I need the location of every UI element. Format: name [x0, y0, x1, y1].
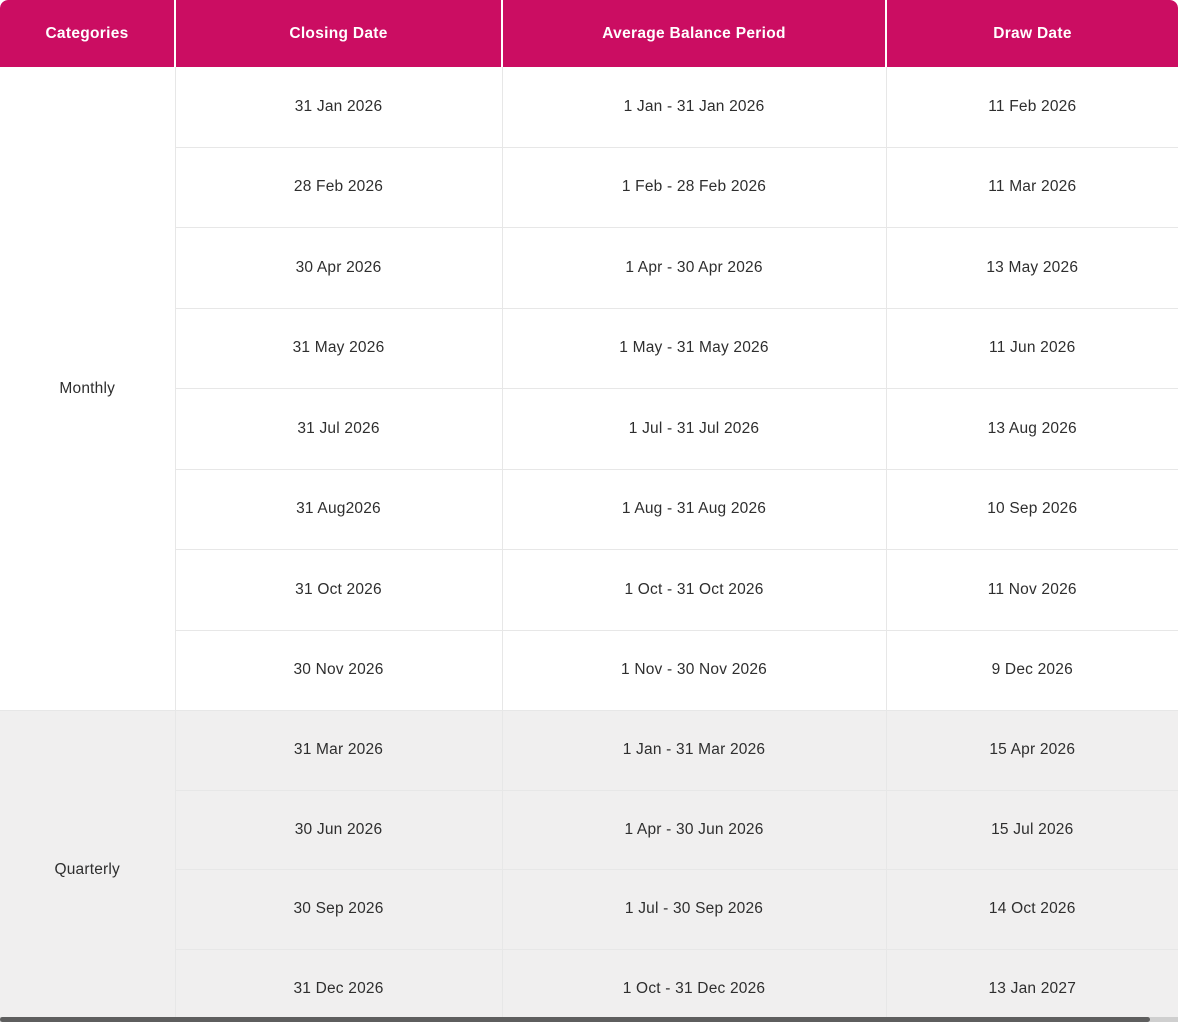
- closing-date-cell: 31 Dec 2026: [174, 948, 502, 1022]
- average-balance-period-cell: 1 Feb - 28 Feb 2026: [501, 146, 886, 228]
- header-closing-date: Closing Date: [175, 0, 503, 67]
- draw-date-cell: 13 May 2026: [885, 227, 1178, 308]
- table-row: 31 Jul 2026 1 Jul - 31 Jul 2026 13 Aug 202…: [0, 388, 1178, 469]
- closing-date-cell: 31 May 2026: [174, 307, 502, 389]
- closing-date-cell: 28 Feb 2026: [174, 146, 502, 228]
- table-row: 30 Nov 2026 1 Nov - 30 Nov 2026 9 Dec 2026: [0, 629, 1178, 711]
- draw-date-cell: 11 Feb 2026: [885, 67, 1178, 147]
- draw-date-cell: 13 Jan 2027: [885, 948, 1178, 1022]
- table-row: 31 May 2026 1 May - 31 May 2026 11 Jun 202…: [0, 307, 1178, 389]
- closing-date-cell: 31 Aug2026: [174, 468, 502, 550]
- draw-date-cell: 14 Oct 2026: [885, 869, 1178, 949]
- average-balance-period-cell: 1 Jul - 31 Jul 2026: [501, 388, 886, 469]
- average-balance-period-cell: 1 Apr - 30 Apr 2026: [501, 227, 886, 308]
- horizontal-scrollbar[interactable]: [0, 1017, 1178, 1022]
- closing-date-cell: 30 Jun 2026: [174, 789, 502, 870]
- closing-date-cell: 31 Jan 2026: [174, 67, 502, 147]
- average-balance-period-cell: 1 Nov - 30 Nov 2026: [501, 629, 886, 711]
- header-row: Categories Closing Date Average Balance …: [0, 0, 1178, 67]
- draw-date-cell: 15 Apr 2026: [885, 710, 1178, 790]
- horizontal-scrollbar-thumb[interactable]: [0, 1017, 1150, 1022]
- table-row: 28 Feb 2026 1 Feb - 28 Feb 2026 11 Mar 202…: [0, 146, 1178, 228]
- header-draw-date: Draw Date: [886, 0, 1178, 67]
- closing-date-cell: 31 Jul 2026: [174, 388, 502, 469]
- average-balance-period-cell: 1 Apr - 30 Jun 2026: [501, 789, 886, 870]
- table-body: Monthly 31 Jan 2026 1 Jan - 31 Jan 2026 11 …: [0, 67, 1178, 1022]
- average-balance-period-cell: 1 Jan - 31 Jan 2026: [501, 67, 886, 147]
- draw-date-cell: 10 Sep 2026: [885, 468, 1178, 550]
- category-cell-monthly: Monthly: [0, 67, 175, 711]
- closing-date-cell: 30 Apr 2026: [174, 227, 502, 308]
- table-row: Quarterly 31 Mar 2026 1 Jan - 31 Mar 2026 1…: [0, 710, 1178, 1022]
- table-row: 30 Jun 2026 1 Apr - 30 Jun 2026 15 Jul 202…: [0, 789, 1178, 870]
- header-average-balance-period: Average Balance Period: [502, 0, 887, 67]
- table-row: Monthly 31 Jan 2026 1 Jan - 31 Jan 2026 11 …: [0, 67, 1178, 711]
- draw-date-cell: 9 Dec 2026: [885, 629, 1178, 711]
- closing-date-cell: 31 Mar 2026: [174, 710, 502, 790]
- average-balance-period-cell: 1 May - 31 May 2026: [501, 307, 886, 389]
- closing-date-cell: 30 Sep 2026: [174, 869, 502, 949]
- table-row: 31 Dec 2026 1 Oct - 31 Dec 2026 13 Jan 202…: [0, 948, 1178, 1022]
- draw-date-cell: 15 Jul 2026: [885, 789, 1178, 870]
- draw-date-cell: 11 Nov 2026: [885, 549, 1178, 630]
- category-cell-quarterly: Quarterly: [0, 710, 175, 1022]
- closing-date-cell: 30 Nov 2026: [174, 629, 502, 711]
- draw-date-cell: 11 Jun 2026: [885, 307, 1178, 389]
- average-balance-period-cell: 1 Aug - 31 Aug 2026: [501, 468, 886, 550]
- average-balance-period-cell: 1 Oct - 31 Dec 2026: [501, 948, 886, 1022]
- closing-date-cell: 31 Oct 2026: [174, 549, 502, 630]
- draw-date-cell: 11 Mar 2026: [885, 146, 1178, 228]
- average-balance-period-cell: 1 Jan - 31 Mar 2026: [501, 710, 886, 790]
- table-row: 30 Sep 2026 1 Jul - 30 Sep 2026 14 Oct 202…: [0, 869, 1178, 949]
- table-row: 30 Apr 2026 1 Apr - 30 Apr 2026 13 May 202…: [0, 227, 1178, 308]
- table-row: 31 Oct 2026 1 Oct - 31 Oct 2026 11 Nov 202…: [0, 549, 1178, 630]
- draw-date-cell: 13 Aug 2026: [885, 388, 1178, 469]
- header-categories: Categories: [0, 0, 176, 67]
- table-row: 31 Aug2026 1 Aug - 31 Aug 2026 10 Sep 2026: [0, 468, 1178, 550]
- average-balance-period-cell: 1 Oct - 31 Oct 2026: [501, 549, 886, 630]
- average-balance-period-cell: 1 Jul - 30 Sep 2026: [501, 869, 886, 949]
